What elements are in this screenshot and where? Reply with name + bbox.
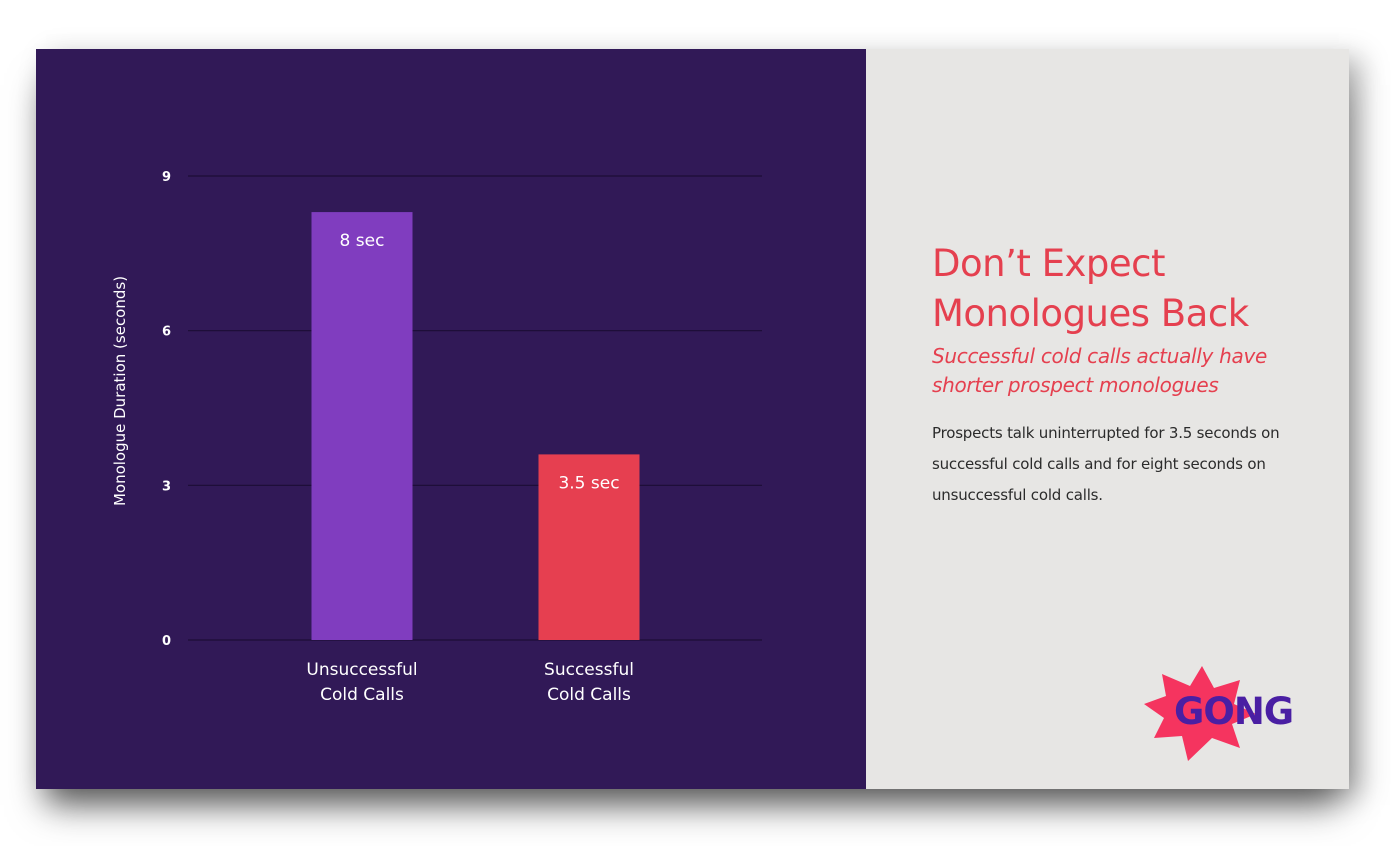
y-tick-label-0: 0 <box>162 634 171 649</box>
text-panel: Don’t Expect Monologues Back Successful … <box>866 49 1349 789</box>
gong-logo: GONG <box>1144 666 1304 761</box>
x-category-label-successful-line-1: Successful <box>544 660 634 680</box>
logo-text: GONG <box>1174 690 1294 733</box>
data-label-unsuccessful: 8 sec <box>340 231 385 251</box>
x-category-label-unsuccessful-line-2: Cold Calls <box>320 685 404 705</box>
y-axis-label: Monologue Duration (seconds) <box>111 276 129 506</box>
body-text: Prospects talk uninterrupted for 3.5 sec… <box>932 424 1280 504</box>
data-label-successful: 3.5 sec <box>558 473 619 493</box>
bar-successful <box>538 454 640 640</box>
subheadline: Successful cold calls actually have shor… <box>932 344 1268 397</box>
y-tick-label-9: 9 <box>162 170 171 185</box>
headline: Don’t Expect Monologues Back <box>932 242 1249 335</box>
bar-chart: Monologue Duration (seconds) 0 3 6 9 8 sec Un… <box>111 170 762 705</box>
starburst-icon <box>1144 666 1256 761</box>
y-tick-label-3: 3 <box>162 479 171 494</box>
x-category-label-successful-line-2: Cold Calls <box>547 685 631 705</box>
x-category-label-unsuccessful-line-1: Unsuccessful <box>306 660 417 680</box>
slide: Monologue Duration (seconds) 0 3 6 9 8 sec Un… <box>36 49 1349 789</box>
bar-unsuccessful <box>311 212 413 641</box>
y-tick-label-6: 6 <box>162 325 171 340</box>
chart-panel: Monologue Duration (seconds) 0 3 6 9 8 sec Un… <box>36 49 866 789</box>
